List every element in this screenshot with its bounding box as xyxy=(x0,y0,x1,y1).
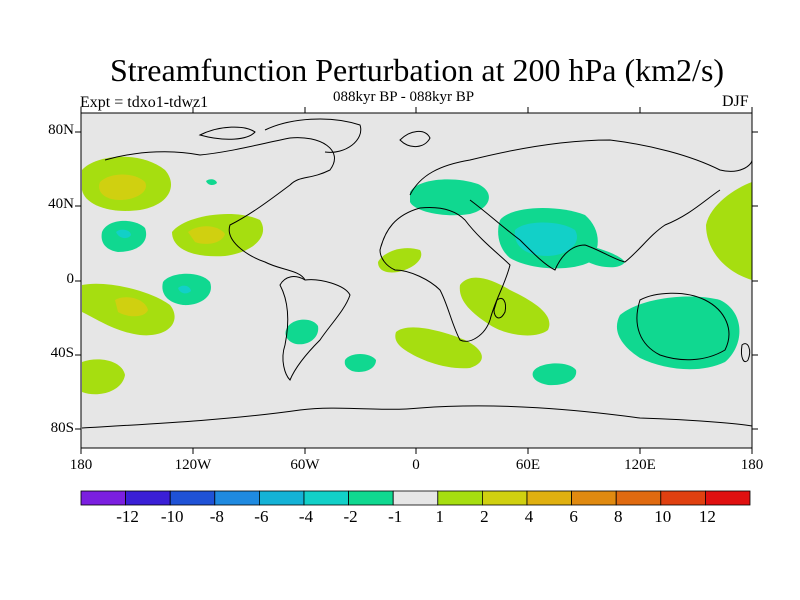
neg-region-epacific-inner xyxy=(178,285,191,294)
colorbar-swatch xyxy=(125,490,171,506)
colorbar-swatch xyxy=(258,490,305,506)
colorbar-label: 6 xyxy=(569,507,578,526)
colorbar-label: -4 xyxy=(298,507,314,526)
chart-title: Streamfunction Perturbation at 200 hPa (… xyxy=(109,52,725,88)
colorbar-swatch xyxy=(571,490,617,506)
colorbar-swatch xyxy=(348,490,394,506)
pos-region-sw-pacific xyxy=(82,359,125,395)
lon-tick-label: 120E xyxy=(624,457,656,473)
colorbar-label: 4 xyxy=(524,507,534,526)
neg-region-europe xyxy=(410,179,489,216)
lat-tick-label: 80N xyxy=(48,122,74,138)
coastlines xyxy=(81,118,752,429)
colorbar-label: 1 xyxy=(435,507,445,526)
lon-tick-label: 60W xyxy=(290,457,320,473)
lon-tick-marks xyxy=(80,107,753,454)
colorbar-swatch xyxy=(660,490,706,506)
colorbar-label: -1 xyxy=(388,507,403,526)
lon-tick-label: 0 xyxy=(412,457,420,473)
colorbar-label: -10 xyxy=(160,507,184,526)
colorbar-swatch xyxy=(615,490,662,506)
colorbar-swatch xyxy=(705,490,751,506)
neg-region-sindian xyxy=(532,363,577,386)
pos-region-mexico-inner xyxy=(188,226,225,244)
lat-tick-marks xyxy=(75,131,758,430)
colorbar-swatch xyxy=(437,490,483,506)
colorbar-swatch xyxy=(481,490,528,506)
colorbar-label: -8 xyxy=(209,507,224,526)
lon-tick-label: 180 xyxy=(740,457,764,473)
lat-tick-label: 0 xyxy=(66,271,75,287)
neg-region-samerica xyxy=(285,319,319,345)
colorbar-swatch xyxy=(214,490,260,506)
experiment-label: Expt = tdxo1-tdwz1 xyxy=(80,94,209,111)
colorbar-label: -6 xyxy=(254,507,269,526)
neg-region-asia-extension xyxy=(585,245,625,268)
pos-region-wpacific xyxy=(706,182,752,280)
colorbar-label: 2 xyxy=(480,507,489,526)
subtitle: 088kyr BP - 088kyr BP xyxy=(333,89,475,105)
pos-region-spacific-inner xyxy=(115,297,148,317)
colorbar-swatch xyxy=(392,490,439,506)
neg-region-npacific-small xyxy=(206,179,217,186)
colorbar-swatch xyxy=(526,490,572,506)
pos-region-satlantic xyxy=(395,327,482,369)
colorbar-swatch xyxy=(80,490,126,506)
lat-tick-label: 40S xyxy=(50,345,74,361)
lon-tick-label: 60E xyxy=(515,457,541,473)
colorbar-label: -12 xyxy=(116,507,139,526)
neg-region-asia-inner xyxy=(514,222,577,256)
contour-fields xyxy=(81,118,752,429)
lon-tick-label: 180 xyxy=(69,457,93,473)
lat-tick-label: 80S xyxy=(50,420,74,436)
neg-region-satl-small xyxy=(344,354,376,372)
colorbar xyxy=(80,490,751,506)
colorbar-swatch xyxy=(303,490,349,506)
colorbar-label: 10 xyxy=(654,507,672,526)
colorbar-label: 8 xyxy=(613,507,623,526)
colorbar-swatch xyxy=(169,490,216,506)
season-label: DJF xyxy=(722,93,749,110)
colorbar-label: 12 xyxy=(698,507,716,526)
pos-region-safrica xyxy=(459,277,550,336)
neg-region-australia xyxy=(616,296,740,370)
pos-region-npacific-inner xyxy=(99,174,146,200)
lat-tick-label: 40N xyxy=(48,196,74,212)
colorbar-label: -2 xyxy=(343,507,358,526)
neg-region-cpacific-inner xyxy=(116,229,131,239)
lon-tick-label: 120W xyxy=(174,457,212,473)
